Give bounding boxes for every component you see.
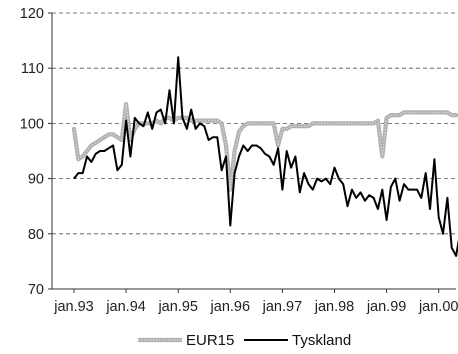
y-tick-label: 120 [20, 6, 44, 22]
x-tick-label: jan.00 [418, 299, 458, 315]
x-tick-label: jan.98 [314, 299, 355, 315]
y-tick-label: 90 [28, 172, 44, 188]
x-tick-label: jan.95 [157, 299, 198, 315]
x-tick-label: jan.94 [105, 299, 146, 315]
y-tick-label: 80 [28, 227, 44, 243]
legend-label-eur15: EUR15 [186, 332, 234, 349]
legend: EUR15 Tyskland [138, 332, 351, 349]
x-tick-label: jan.99 [366, 299, 407, 315]
x-tick-label: jan.96 [210, 299, 251, 315]
series-line-tyskland [73, 56, 458, 257]
x-tick-label: jan.97 [262, 299, 303, 315]
y-tick-label: 100 [20, 116, 44, 132]
x-tick-label: jan.93 [53, 299, 94, 315]
series-layer [71, 56, 458, 257]
x-axis: jan.93 jan.94 jan.95 jan.96 jan.97 jan.98 jan.… [52, 288, 458, 315]
legend-label-tyskland: Tyskland [292, 332, 351, 349]
y-tick-label: 110 [21, 61, 44, 77]
y-axis: 120 110 100 90 80 70 [20, 6, 53, 298]
gridlines [52, 12, 456, 235]
y-tick-label: 70 [28, 282, 44, 298]
series-line-eur15-texture [73, 103, 457, 191]
